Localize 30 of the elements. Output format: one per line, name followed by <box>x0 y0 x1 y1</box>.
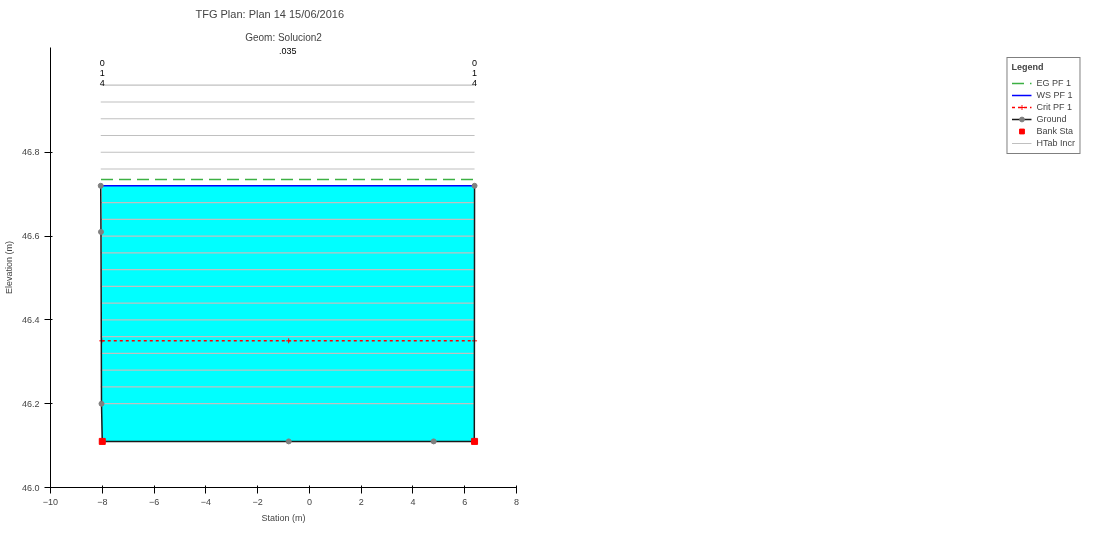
legend-label: WS PF 1 <box>1036 89 1073 101</box>
y-tick-label: 46.6 <box>21 231 40 242</box>
y-tick-label: 46.8 <box>21 147 40 158</box>
annotation: 014 <box>99 57 105 88</box>
legend-label: Bank Sta <box>1036 125 1074 137</box>
x-tick-label: −8 <box>97 496 108 507</box>
legend-title: Legend <box>1011 62 1045 72</box>
x-tick-label: −6 <box>148 496 160 507</box>
x-tick-label: 0 <box>306 496 312 507</box>
x-tick-label: −2 <box>252 496 263 507</box>
x-axis-title: Station (m) <box>261 512 306 523</box>
legend-label: Crit PF 1 <box>1036 101 1072 113</box>
annotation: 014 <box>472 57 478 88</box>
x-tick-label: 2 <box>358 496 364 507</box>
y-tick-label: 46.2 <box>21 398 40 409</box>
legend-label: Ground <box>1036 113 1067 125</box>
x-tick-label: 4 <box>410 496 416 507</box>
chart-subtitle: Geom: Solucion2 <box>245 31 323 43</box>
x-tick-label: −4 <box>200 496 211 507</box>
chart-title: TFG Plan: Plan 14 15/06/2016 <box>195 7 345 20</box>
point <box>285 337 292 344</box>
legend-label: HTab Incr <box>1036 137 1075 149</box>
y-axis-title: Elevation (m) <box>3 240 14 295</box>
annotation: .035 <box>278 45 297 56</box>
x-tick-label: 6 <box>462 496 468 507</box>
legend-label: EG PF 1 <box>1036 77 1071 89</box>
y-tick-label: 46.4 <box>21 314 40 325</box>
y-tick-label: 46.0 <box>21 482 40 493</box>
x-tick-label: −10 <box>42 496 59 507</box>
x-tick-label: 8 <box>514 496 520 507</box>
